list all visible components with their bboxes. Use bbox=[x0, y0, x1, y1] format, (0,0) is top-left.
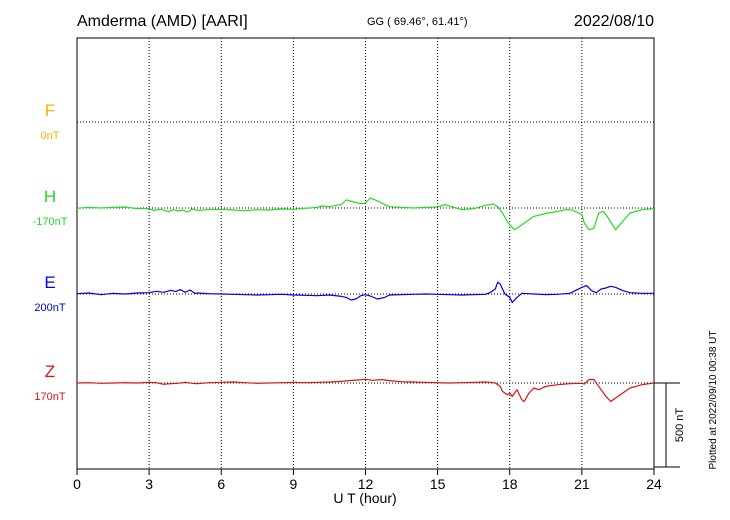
x-tick-label-15: 15 bbox=[430, 476, 446, 492]
series-line-Z bbox=[76, 378, 655, 403]
x-axis-ticks: 0 3 6 9 12 15 18 21 24 bbox=[73, 469, 662, 492]
series-labels: F 0nT H -170nT E 200nT Z 170nT bbox=[33, 101, 68, 403]
series-line-H bbox=[76, 197, 655, 231]
x-tick-label-21: 21 bbox=[574, 476, 590, 492]
series-label-H: H bbox=[44, 187, 56, 206]
series-lines bbox=[76, 197, 655, 403]
series-label-E: E bbox=[44, 273, 55, 292]
scale-bar: 500 nT bbox=[654, 382, 686, 468]
series-label-F: F bbox=[45, 101, 55, 120]
series-baseline-H: -170nT bbox=[33, 216, 68, 228]
series-label-Z: Z bbox=[45, 362, 55, 381]
x-tick-label-9: 9 bbox=[289, 476, 297, 492]
station-title: Amderma (AMD) [AARI] bbox=[77, 13, 248, 30]
x-tick-label-0: 0 bbox=[73, 476, 81, 492]
series-baseline-E: 200nT bbox=[34, 302, 65, 314]
series-baseline-F: 0nT bbox=[41, 130, 60, 142]
x-tick-label-12: 12 bbox=[358, 476, 374, 492]
x-tick-label-3: 3 bbox=[145, 476, 153, 492]
scale-bar-label: 500 nT bbox=[674, 408, 686, 443]
x-tick-label-6: 6 bbox=[217, 476, 225, 492]
x-tick-label-18: 18 bbox=[502, 476, 518, 492]
x-axis-label: U T (hour) bbox=[333, 490, 396, 506]
plotted-timestamp: Plotted at 2022/09/10 00:38 UT bbox=[708, 331, 719, 470]
series-baseline-Z: 170nT bbox=[34, 391, 65, 403]
series-line-E bbox=[76, 281, 654, 303]
x-tick-label-24: 24 bbox=[646, 476, 662, 492]
geographic-coordinates: GG ( 69.46°, 61.41°) bbox=[367, 16, 468, 28]
plot-date: 2022/08/10 bbox=[574, 13, 654, 30]
